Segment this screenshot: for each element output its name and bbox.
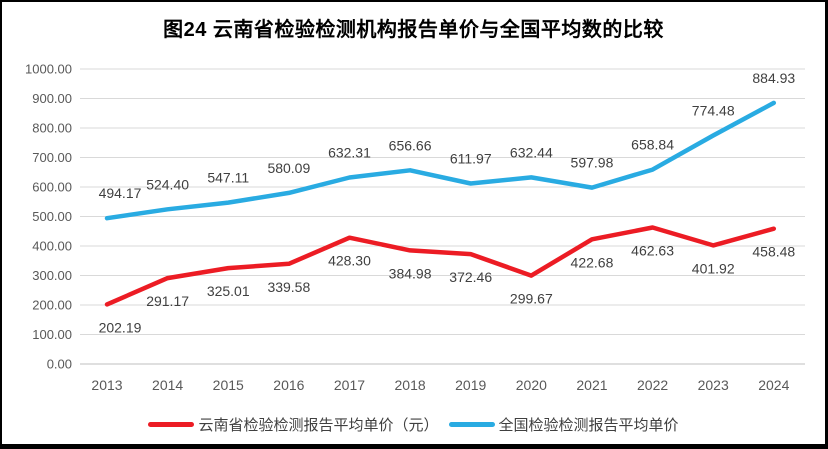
data-label-yunnan: 325.01 xyxy=(207,283,250,299)
data-label-national: 494.17 xyxy=(99,185,142,201)
data-label-national: 774.48 xyxy=(692,103,735,119)
data-label-yunnan: 401.92 xyxy=(692,260,735,276)
data-label-yunnan: 462.63 xyxy=(631,243,674,259)
x-tick-label: 2013 xyxy=(91,377,122,393)
chart-legend: 云南省检验检测报告平均单价（元） 全国检验检测报告平均单价 xyxy=(2,408,825,440)
data-label-national: 597.98 xyxy=(571,155,614,171)
x-tick-label: 2018 xyxy=(395,377,426,393)
y-tick-label: 600.00 xyxy=(32,180,72,195)
data-label-yunnan: 458.48 xyxy=(752,244,795,260)
y-tick-label: 300.00 xyxy=(32,268,72,283)
data-label-yunnan: 339.58 xyxy=(267,279,310,295)
data-label-yunnan: 372.46 xyxy=(449,269,492,285)
x-tick-label: 2024 xyxy=(758,377,789,393)
data-label-yunnan: 422.68 xyxy=(571,254,614,270)
line-chart-plot-area: 0.00 100.00 200.00 300.00 400.00 500.00 600.00… xyxy=(25,62,805,393)
legend-item-yunnan: 云南省检验检测报告平均单价（元） xyxy=(148,414,439,435)
data-label-national: 611.97 xyxy=(450,150,492,166)
y-tick-label: 0.00 xyxy=(47,357,72,372)
data-label-national: 884.93 xyxy=(752,70,795,86)
y-tick-label: 1000.00 xyxy=(25,62,72,77)
chart-title: 图24 云南省检验检测机构报告单价与全国平均数的比较 xyxy=(163,19,664,41)
data-label-yunnan: 299.67 xyxy=(510,291,553,307)
y-tick-label: 400.00 xyxy=(32,239,72,254)
x-tick-label: 2023 xyxy=(698,377,729,393)
series-line-national xyxy=(104,100,777,221)
y-tick-label: 800.00 xyxy=(32,121,72,136)
national-line-swatch-icon xyxy=(448,421,495,427)
data-label-national: 656.66 xyxy=(389,137,432,153)
data-label-yunnan: 428.30 xyxy=(328,253,371,269)
data-label-national: 524.40 xyxy=(146,176,189,192)
x-tick-label: 2014 xyxy=(152,377,183,393)
yunnan-line-swatch-icon xyxy=(148,421,195,427)
x-tick-label: 2019 xyxy=(455,377,486,393)
data-label-national: 632.31 xyxy=(328,144,371,160)
y-tick-label: 100.00 xyxy=(32,327,72,342)
data-label-national: 632.44 xyxy=(510,144,553,160)
data-label-national: 547.11 xyxy=(207,170,249,186)
data-label-national: 580.09 xyxy=(267,160,310,176)
x-tick-label: 2020 xyxy=(516,377,547,393)
data-label-yunnan: 202.19 xyxy=(99,319,142,335)
y-tick-label: 900.00 xyxy=(32,91,72,106)
data-label-yunnan: 291.17 xyxy=(146,293,189,309)
legend-item-national: 全国检验检测报告平均单价 xyxy=(448,414,679,435)
series-line-yunnan xyxy=(104,225,777,307)
legend-label-national: 全国检验检测报告平均单价 xyxy=(498,416,679,434)
y-tick-label: 700.00 xyxy=(32,150,72,165)
x-tick-label: 2022 xyxy=(637,377,668,393)
x-tick-label: 2016 xyxy=(273,377,304,393)
y-tick-label: 200.00 xyxy=(32,298,72,313)
x-tick-label: 2017 xyxy=(334,377,365,393)
data-label-yunnan: 384.98 xyxy=(389,265,432,281)
x-tick-label: 2021 xyxy=(576,377,607,393)
x-tick-label: 2015 xyxy=(213,377,244,393)
data-label-national: 658.84 xyxy=(631,137,674,153)
legend-label-yunnan: 云南省检验检测报告平均单价（元） xyxy=(198,416,439,434)
y-tick-label: 500.00 xyxy=(32,209,72,224)
